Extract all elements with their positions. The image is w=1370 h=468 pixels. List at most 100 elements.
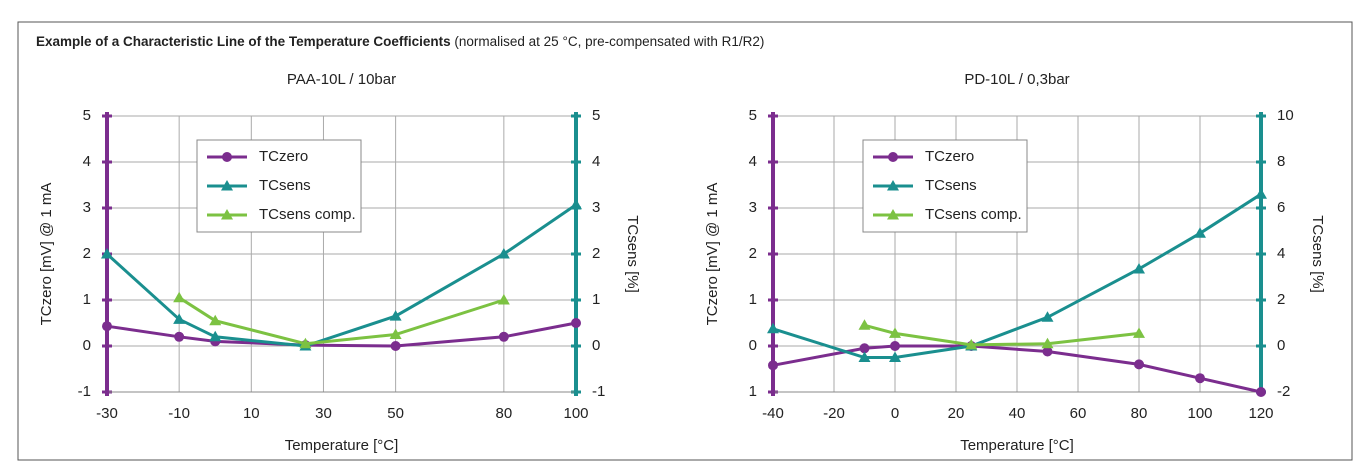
frame (17, 21, 1353, 461)
data-point (1255, 188, 1267, 199)
legend-marker (888, 152, 898, 162)
y2-tick-label: -2 (1277, 383, 1290, 400)
y-tick-label: 0 (83, 337, 91, 354)
data-point (890, 341, 900, 351)
y2-tick-label: 10 (1277, 107, 1294, 124)
x-tick-label: 60 (1070, 405, 1087, 422)
y2-tick-label: 6 (1277, 199, 1285, 216)
x-tick-label: 50 (387, 405, 404, 422)
y-tick-label: 5 (83, 107, 91, 124)
title-bold: Example of a Characteristic Line of the … (36, 34, 451, 49)
legend-marker (887, 180, 899, 191)
data-point (497, 248, 510, 259)
data-point (1195, 373, 1205, 384)
data-point (389, 310, 402, 321)
legend-label: TCzero (925, 148, 974, 165)
data-point (858, 351, 871, 362)
y2-tick-label: 0 (1277, 337, 1285, 354)
legend-label: TCsens comp. (925, 206, 1022, 223)
y2-tick-label: 2 (1277, 291, 1285, 308)
x-tick-label: 100 (1187, 405, 1212, 422)
y-tick-label: 1 (749, 291, 757, 308)
y-tick-label: 2 (83, 245, 91, 262)
y-tick-label: 2 (749, 245, 757, 262)
chart-title: PD-10L / 0,3bar (964, 71, 1069, 88)
y-axis-label: TCzero [mV] @ 1 mA (38, 183, 55, 326)
x-tick-label: 80 (496, 405, 513, 422)
data-point (102, 321, 112, 332)
x-tick-label: 10 (243, 405, 260, 422)
y-tick-label: 4 (83, 153, 91, 170)
data-point (965, 338, 978, 350)
data-point (497, 294, 510, 305)
legend-label: TCzero (259, 148, 308, 165)
y2-tick-label: 8 (1277, 153, 1285, 170)
data-point (1134, 359, 1144, 370)
x-tick-label: 30 (315, 405, 332, 422)
data-point (1256, 387, 1266, 397)
data-point (571, 318, 581, 328)
x-tick-label: 100 (563, 405, 588, 422)
legend-marker (221, 209, 233, 220)
data-point (889, 351, 901, 362)
data-point (173, 313, 186, 324)
data-point (389, 328, 402, 339)
y-tick-label: 3 (749, 199, 757, 216)
legend-label: TCsens (925, 177, 977, 194)
data-point (1133, 262, 1145, 274)
data-point (174, 331, 185, 342)
x-tick-label: -40 (762, 405, 784, 422)
legend-label: TCsens (259, 177, 311, 194)
y-tick-label: 4 (749, 153, 757, 170)
x-axis-label: Temperature [°C] (285, 437, 399, 454)
x-tick-label: 40 (1009, 405, 1026, 422)
y2-tick-label: 4 (592, 153, 600, 170)
data-point (498, 331, 509, 342)
legend-marker (887, 209, 899, 220)
y-tick-label: 1 (749, 383, 757, 400)
data-point (858, 319, 871, 330)
page-title: Example of a Characteristic Line of the … (36, 34, 764, 49)
data-point (768, 360, 778, 371)
data-point (209, 330, 222, 342)
y-tick-label: -1 (78, 383, 91, 400)
data-point (859, 343, 870, 354)
legend-marker (222, 152, 232, 162)
y-tick-label: 5 (749, 107, 757, 124)
y2-tick-label: 0 (592, 337, 600, 354)
data-point (1042, 346, 1053, 357)
y-tick-label: 1 (83, 291, 91, 308)
x-tick-label: -20 (823, 405, 845, 422)
data-point (1194, 227, 1206, 238)
y2-tick-label: 5 (592, 107, 600, 124)
data-point (299, 337, 312, 349)
y-axis-label: TCzero [mV] @ 1 mA (704, 183, 721, 326)
x-tick-label: 20 (948, 405, 965, 422)
y2-tick-label: 4 (1277, 245, 1285, 262)
y-tick-label: 0 (749, 337, 757, 354)
legend-marker (221, 180, 233, 191)
y2-axis-label: TCsens [%] (624, 215, 641, 293)
data-point (889, 327, 901, 338)
chart-title: PAA-10L / 10bar (287, 71, 396, 88)
x-tick-label: 120 (1248, 405, 1273, 422)
y-tick-label: 3 (83, 199, 91, 216)
data-point (390, 341, 401, 351)
y2-tick-label: 1 (592, 291, 600, 308)
legend-label: TCsens comp. (259, 206, 356, 223)
data-point (1133, 327, 1145, 338)
x-tick-label: -30 (96, 405, 118, 422)
series-line (772, 192, 1262, 359)
data-point (1041, 311, 1054, 322)
data-point (209, 314, 222, 326)
y2-tick-label: -1 (592, 383, 605, 400)
data-point (767, 322, 779, 334)
series-line (772, 344, 1262, 394)
y2-tick-label: 2 (592, 245, 600, 262)
title-rest: (normalised at 25 °C, pre-compensated wi… (454, 34, 764, 49)
x-axis-label: Temperature [°C] (960, 437, 1074, 454)
x-tick-label: 0 (891, 405, 899, 422)
data-point (101, 248, 113, 259)
x-tick-label: -10 (168, 405, 190, 422)
